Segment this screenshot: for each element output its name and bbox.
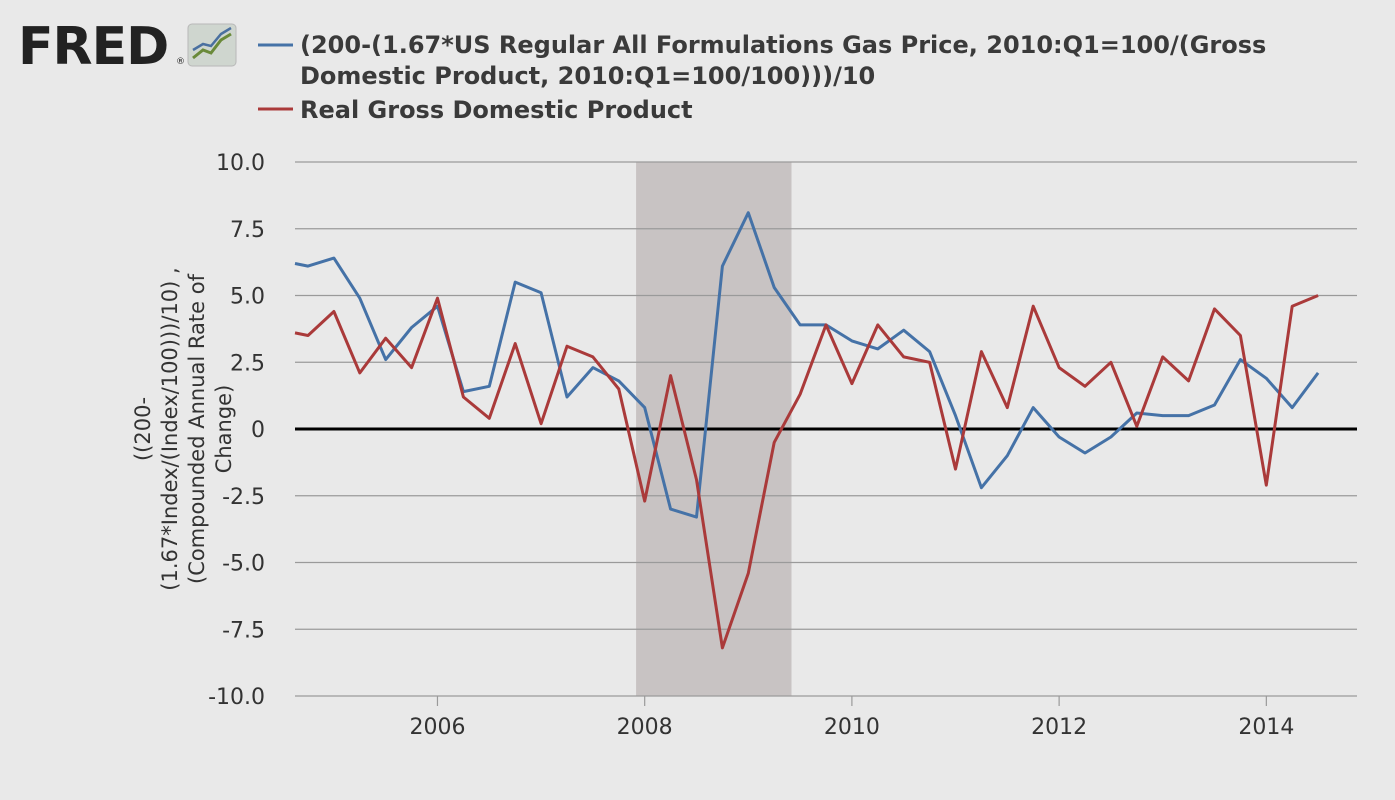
x-tick-label: 2014 <box>1238 715 1294 740</box>
y-tick-label: 10.0 <box>216 151 265 176</box>
y-tick-label: -10.0 <box>208 685 265 710</box>
x-tick-label: 2012 <box>1031 715 1087 740</box>
y-tick-label: 5.0 <box>230 285 265 310</box>
y-tick-label: -5.0 <box>222 552 265 577</box>
y-axis-ticks: 10.0 7.5 5.0 2.5 0 -2.5 -5.0 -7.5 -10.0 <box>208 151 265 710</box>
y-axis-label-line-4: Change) <box>212 385 236 474</box>
y-axis-label: ((200- (1.67*Index/(Index/100)))/10) , (… <box>131 267 236 590</box>
y-axis-label-line-3: (Compounded Annual Rate of <box>185 273 209 584</box>
y-axis-label-line-1: ((200- <box>131 397 155 461</box>
x-axis-ticks: 2006 2008 2010 2012 2014 <box>409 696 1294 740</box>
legend-label-gas-line-1: (200-(1.67*US Regular All Formulations G… <box>300 31 1266 59</box>
legend-label-gas-line-2: Domestic Product, 2010:Q1=100/100)))/10 <box>300 62 875 90</box>
series-line-gas-price <box>294 211 1320 519</box>
series-line-real-gdp <box>294 294 1319 650</box>
line-chart-icon <box>187 23 237 67</box>
x-tick-label: 2006 <box>409 715 465 740</box>
registered-mark: ® <box>176 57 185 67</box>
y-tick-label: 2.5 <box>230 351 265 376</box>
y-tick-label: -2.5 <box>222 485 265 510</box>
legend: (200-(1.67*US Regular All Formulations G… <box>258 31 1266 124</box>
x-tick-label: 2010 <box>824 715 880 740</box>
fred-logo-text: FRED <box>18 17 168 77</box>
y-tick-label: -7.5 <box>222 618 265 643</box>
legend-label-gdp: Real Gross Domestic Product <box>300 96 693 124</box>
x-tick-label: 2008 <box>617 715 673 740</box>
fred-logo[interactable]: FRED ® <box>18 17 237 77</box>
gridlines <box>295 161 1357 697</box>
y-axis-label-line-2: (1.67*Index/(Index/100)))/10) , <box>158 267 182 590</box>
series-lines <box>294 211 1320 650</box>
y-tick-label: 7.5 <box>230 218 265 243</box>
y-tick-label: 0 <box>251 418 265 443</box>
